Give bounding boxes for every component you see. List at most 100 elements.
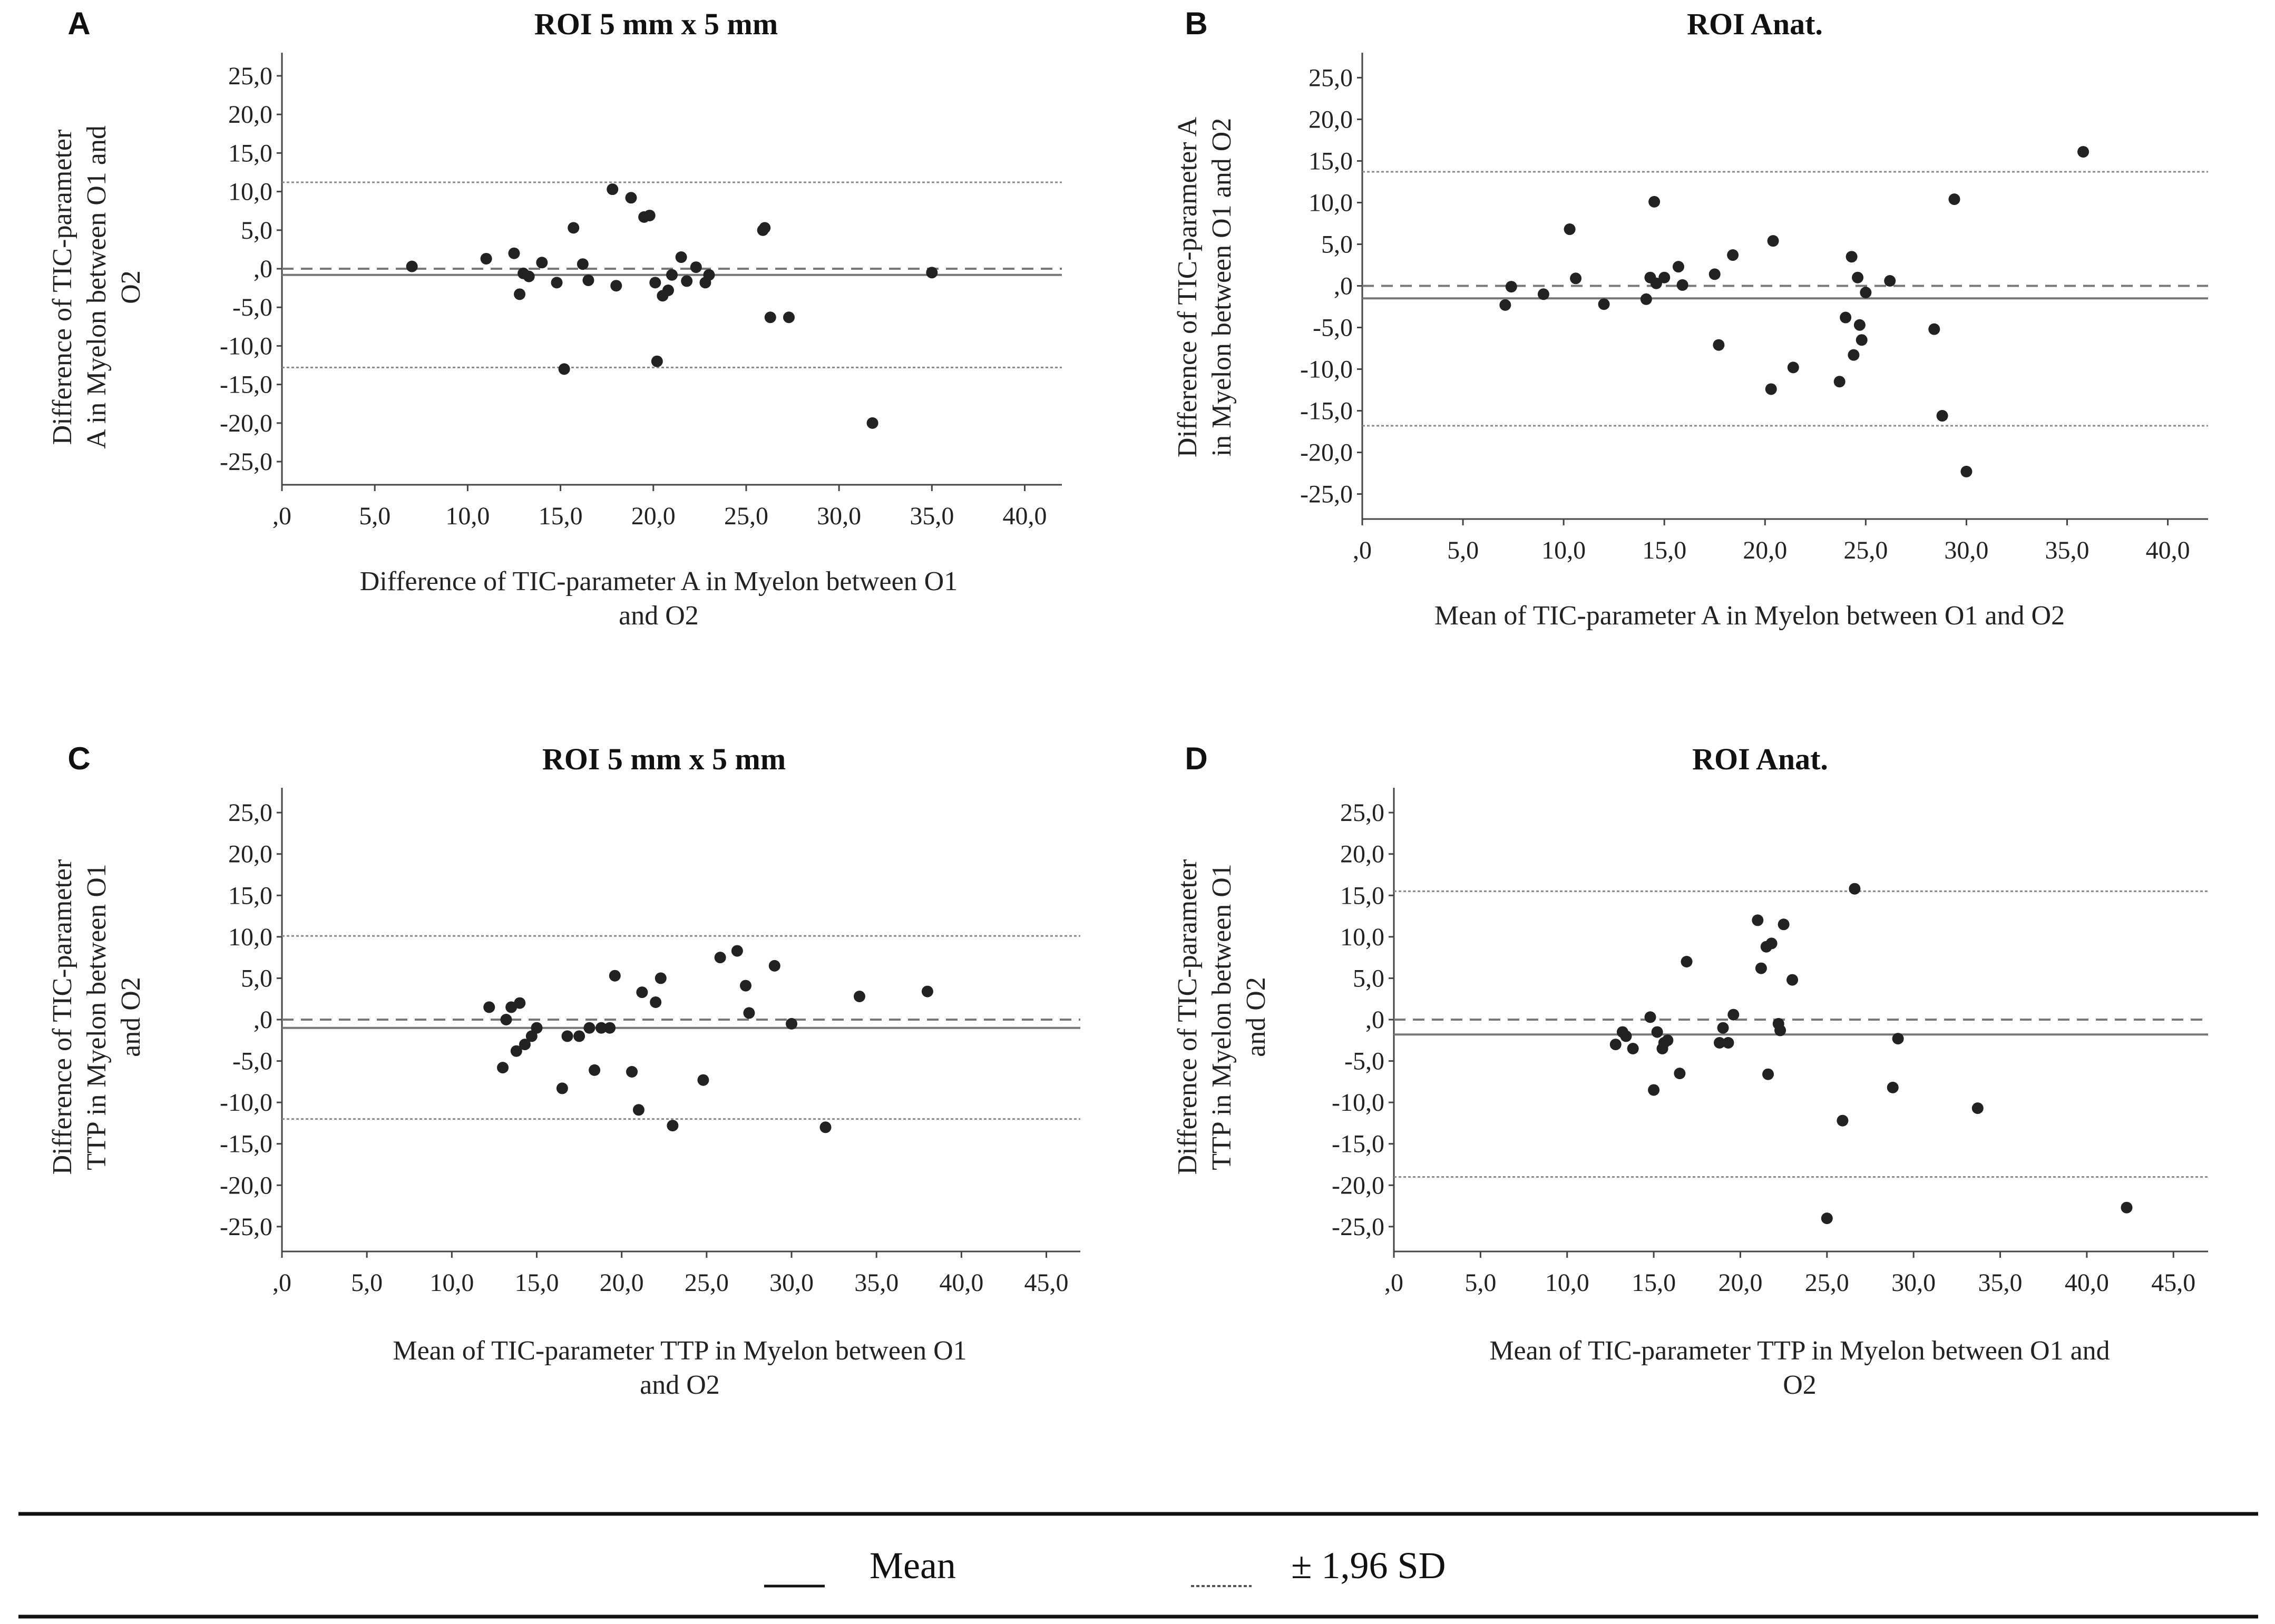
panel-d: D ROI Anat. 25,0 20,0 15,0 10,0 5,0 ,0 -5,0 -10,0…: [1173, 741, 2208, 1400]
y-tick-label: 15,0: [228, 882, 272, 909]
y-axis-label: A in Myelon between O1 and: [82, 125, 112, 449]
data-point: [651, 355, 663, 367]
data-point: [625, 192, 637, 204]
legend-sd-label: ± 1,96 SD: [1291, 1544, 1446, 1587]
data-point: [1849, 883, 1861, 895]
data-point: [1960, 465, 1973, 477]
x-tick-label: 40,0: [939, 1269, 983, 1297]
x-tick-label: 5,0: [1447, 536, 1479, 564]
y-tick-label: -5,0: [232, 1048, 272, 1075]
x-tick-label: 10,0: [445, 502, 490, 530]
data-point: [1752, 914, 1764, 926]
y-tick-label: -15,0: [220, 1130, 272, 1158]
y-tick-label: -10,0: [1332, 1089, 1384, 1117]
data-point: [1658, 271, 1671, 283]
data-point: [632, 1104, 645, 1116]
x-tick-label: 30,0: [1944, 536, 1988, 564]
data-point: [483, 1001, 495, 1013]
x-tick-label: 5,0: [359, 502, 390, 530]
x-tick-label: ,0: [272, 1269, 291, 1297]
y-tick-label: -25,0: [220, 448, 272, 476]
data-point: [759, 222, 771, 234]
y-tick-label: 20,0: [1340, 840, 1384, 868]
data-point: [764, 311, 776, 324]
data-point: [1774, 1024, 1786, 1036]
data-point: [743, 1007, 755, 1019]
y-tick-label: ,0: [1365, 1006, 1384, 1034]
x-axis-label: Mean of TIC-parameter A in Myelon betwee…: [1434, 601, 2065, 631]
x-tick-label: 40,0: [2146, 536, 2190, 564]
data-point: [1674, 1068, 1686, 1080]
data-point: [1852, 271, 1864, 283]
y-tick-label: 10,0: [228, 178, 272, 206]
data-point: [662, 285, 674, 296]
panel-c: C ROI 5 mm x 5 mm 25,0 20,0 15,0 10,0 5,0 ,0 -5,…: [47, 741, 1080, 1400]
data-point: [573, 1030, 585, 1042]
data-point: [714, 952, 726, 964]
data-point: [1627, 1043, 1639, 1054]
x-tick-label: 35,0: [910, 502, 954, 530]
data-point: [1640, 293, 1652, 305]
y-tick-label: 5,0: [1321, 230, 1353, 258]
data-point: [609, 970, 621, 982]
y-tick-label: 5,0: [1353, 964, 1384, 992]
data-point: [1662, 1034, 1674, 1046]
data-point: [2121, 1201, 2133, 1214]
y-tick-label: 15,0: [1309, 147, 1353, 175]
chart-title: ROI Anat.: [1687, 7, 1823, 41]
x-tick-label: 15,0: [1632, 1269, 1676, 1297]
data-point: [406, 260, 418, 272]
data-point: [1840, 311, 1852, 324]
x-tick-label: 40,0: [1003, 502, 1047, 530]
data-point: [500, 1014, 512, 1025]
data-point: [561, 1030, 573, 1042]
data-point: [589, 1064, 601, 1076]
data-point: [514, 997, 526, 1009]
data-point: [1821, 1212, 1833, 1225]
y-tick-label: ,0: [1334, 272, 1353, 300]
data-point: [1598, 298, 1610, 310]
x-tick-label: 35,0: [1978, 1269, 2023, 1297]
data-point: [1787, 361, 1799, 374]
data-point: [1971, 1102, 1984, 1114]
data-point: [536, 257, 548, 269]
y-tick-label: 15,0: [1340, 882, 1384, 909]
y-tick-label: 25,0: [228, 799, 272, 827]
data-point: [650, 996, 662, 1008]
data-point: [508, 247, 520, 259]
data-point: [649, 277, 661, 289]
data-point: [1767, 235, 1779, 247]
y-tick-label: 10,0: [1340, 923, 1384, 951]
y-axis-label: Difference of TIC-parameter: [47, 130, 77, 445]
legend: Mean ± 1,96 SD: [18, 1512, 2258, 1619]
chart-title: ROI 5 mm x 5 mm: [534, 7, 778, 41]
data-point: [1708, 268, 1721, 280]
y-tick-label: 15,0: [228, 139, 272, 167]
x-tick-label: 25,0: [1805, 1269, 1849, 1297]
data-point: [1717, 1022, 1729, 1034]
panel-b: B ROI Anat. 25,0 20,0 15,0 10,0 5,0 ,0 -5,0 -10,0…: [1173, 6, 2208, 631]
data-point: [1537, 288, 1549, 300]
data-point: [1884, 275, 1896, 287]
data-point: [610, 280, 622, 292]
data-point: [1505, 281, 1517, 293]
data-point: [480, 252, 492, 265]
x-tick-label: 20,0: [1718, 1269, 1762, 1297]
x-tick-label: 15,0: [539, 502, 583, 530]
y-tick-label: -10,0: [220, 332, 272, 360]
data-point: [690, 261, 702, 273]
data-point: [783, 311, 795, 324]
data-point: [1928, 323, 1940, 335]
data-point: [525, 1030, 538, 1042]
data-point: [514, 288, 526, 300]
x-axis-label: Mean of TIC-parameter TTP in Myelon betw…: [1489, 1336, 2110, 1366]
x-tick-label: 25,0: [685, 1269, 729, 1297]
y-tick-label: ,0: [253, 1006, 272, 1034]
x-tick-label: 45,0: [1024, 1269, 1069, 1297]
x-tick-label: 35,0: [2045, 536, 2090, 564]
y-tick-label: 25,0: [1309, 64, 1353, 92]
data-point: [866, 417, 878, 429]
data-point: [595, 1022, 607, 1034]
y-tick-label: ,0: [253, 255, 272, 283]
data-point: [626, 1066, 638, 1078]
